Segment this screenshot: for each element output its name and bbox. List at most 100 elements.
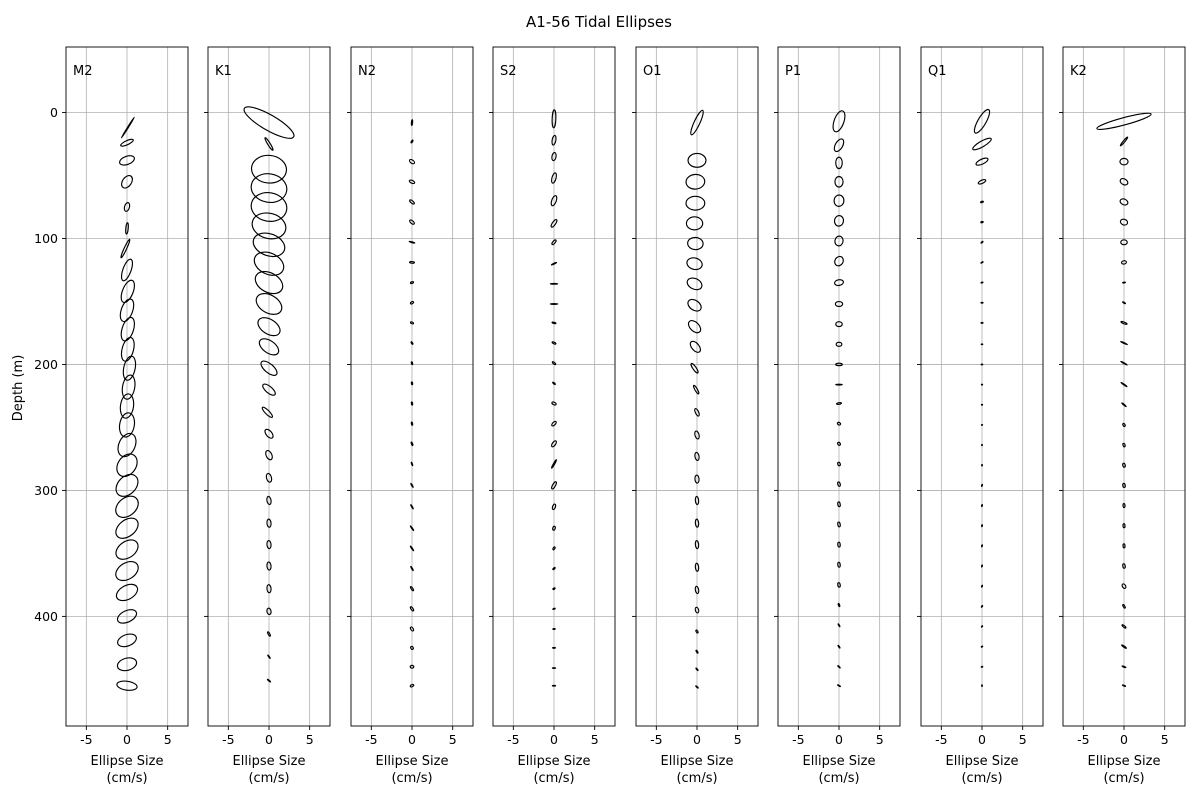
tidal-ellipse [410, 504, 414, 510]
tidal-ellipse [115, 583, 139, 602]
tidal-ellipse [837, 623, 841, 628]
x-tick-label: 0 [835, 732, 843, 747]
tidal-ellipse [125, 222, 129, 235]
tidal-ellipse [981, 463, 983, 467]
x-axis-label-units: (cm/s) [818, 771, 859, 786]
tidal-ellipse [119, 298, 135, 323]
tidal-ellipse [550, 219, 558, 228]
tidal-ellipse [119, 393, 135, 419]
tidal-ellipse [695, 667, 699, 672]
tidal-ellipse [552, 381, 556, 386]
tidal-ellipse [410, 401, 414, 406]
tidal-ellipse [410, 119, 414, 126]
panel-k2: -5 0 5 K2 Ellipse Size (cm/s) [1059, 46, 1186, 786]
tidal-ellipse [115, 561, 139, 582]
tidal-ellipse [552, 646, 556, 649]
tidal-ellipse [550, 195, 558, 207]
tidal-ellipse [980, 625, 984, 628]
tidal-ellipse [692, 384, 700, 395]
tidal-ellipse [694, 606, 700, 614]
tidal-ellipse [409, 626, 415, 632]
tidal-ellipse [1121, 684, 1127, 687]
tidal-ellipse [120, 316, 135, 342]
tidal-ellipse [243, 106, 295, 139]
tidal-ellipse [260, 360, 278, 376]
ellipse-group [1096, 112, 1152, 687]
tidal-ellipse [694, 408, 700, 417]
tidal-ellipse [253, 251, 285, 276]
x-tick-label: 0 [265, 732, 273, 747]
tidal-ellipse [120, 138, 134, 147]
tidal-ellipse [549, 282, 559, 285]
tidal-ellipse [835, 341, 843, 347]
tidal-ellipse [837, 665, 841, 669]
tidal-ellipse [551, 667, 557, 670]
tidal-ellipse [250, 173, 288, 204]
tidal-ellipse [551, 503, 557, 511]
tidal-ellipse [1120, 320, 1128, 325]
tidal-ellipse [837, 441, 841, 446]
tidal-ellipse [264, 137, 274, 151]
tidal-ellipse [267, 631, 271, 637]
tidal-ellipse [686, 277, 703, 291]
tidal-ellipse [550, 459, 558, 469]
tidal-ellipse [687, 152, 707, 168]
tidal-ellipse [980, 503, 984, 508]
tidal-ellipse [837, 644, 841, 649]
tidal-ellipse [980, 220, 984, 224]
tidal-ellipse [408, 240, 416, 244]
x-tick-label: 0 [408, 732, 416, 747]
panel-label: Q1 [928, 64, 947, 79]
tidal-ellipse [551, 172, 557, 184]
tidal-ellipse [832, 110, 846, 133]
tidal-ellipse [836, 421, 842, 426]
tidal-ellipse [835, 362, 843, 367]
x-tick-label: -5 [365, 732, 377, 747]
x-axis-label: Ellipse Size [376, 754, 449, 769]
tidal-ellipse [980, 383, 984, 386]
tidal-ellipse [1119, 218, 1129, 226]
tidal-ellipse [408, 179, 416, 185]
tidal-ellipse [694, 451, 700, 462]
tidal-ellipse [552, 566, 556, 571]
x-tick-label: 0 [978, 732, 986, 747]
tidal-ellipse [1121, 644, 1127, 649]
tidal-ellipse [972, 137, 992, 151]
x-tick-label: 5 [306, 732, 314, 747]
tidal-ellipse [267, 654, 271, 659]
tidal-ellipse [980, 301, 984, 304]
tidal-ellipse [120, 336, 135, 362]
tidal-ellipse [695, 685, 699, 689]
x-tick-label: 0 [123, 732, 131, 747]
figure-title: A1-56 Tidal Ellipses [526, 13, 672, 31]
tidal-ellipse [115, 495, 139, 518]
tidal-ellipse [689, 340, 701, 353]
tidal-ellipse [980, 645, 984, 648]
x-tick-label: -5 [507, 732, 519, 747]
x-tick-label: 5 [591, 732, 599, 747]
x-tick-label: 0 [693, 732, 701, 747]
tidal-ellipse [834, 300, 844, 308]
tidal-ellipse [266, 561, 272, 571]
tidal-ellipse [981, 443, 983, 447]
tidal-ellipse [1122, 603, 1126, 609]
tidal-ellipse [262, 383, 276, 396]
panel-label: O1 [643, 64, 662, 79]
tidal-ellipse [980, 423, 984, 426]
tidal-ellipse [266, 539, 272, 550]
tidal-ellipse [551, 239, 557, 246]
tidal-ellipse [551, 481, 557, 490]
tidal-ellipse [409, 525, 415, 532]
x-tick-label: 5 [1019, 732, 1027, 747]
tidal-ellipse [1120, 381, 1128, 388]
tidal-ellipse [687, 320, 702, 334]
x-tick-label: -5 [80, 732, 92, 747]
tidal-ellipse [980, 544, 984, 548]
tidal-ellipse [980, 200, 984, 204]
y-tick-label: 300 [34, 483, 58, 498]
tidal-ellipse [685, 173, 706, 190]
tidal-ellipse [1121, 665, 1127, 669]
tidal-ellipse [409, 545, 415, 552]
x-axis-label-units: (cm/s) [248, 771, 289, 786]
